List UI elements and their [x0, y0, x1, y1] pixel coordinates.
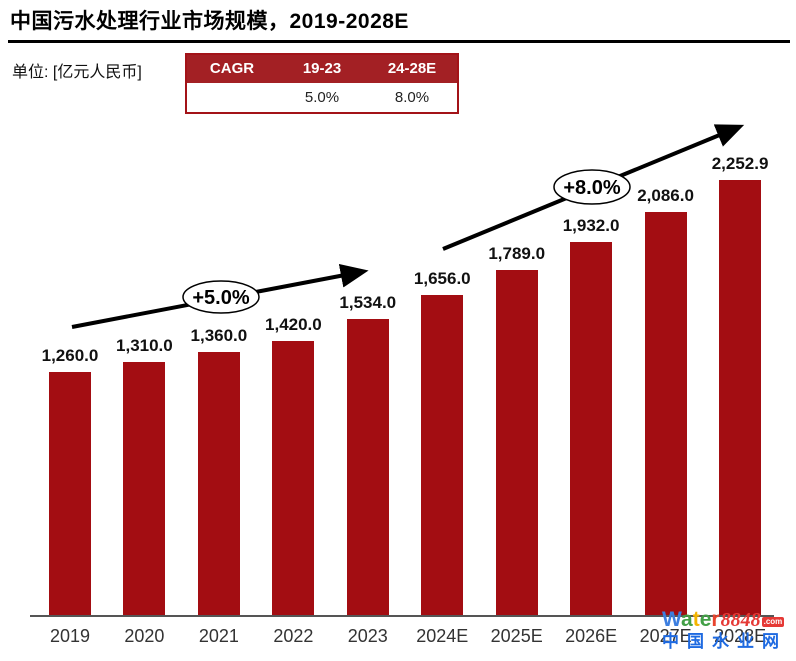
- cagr-value-cell: [187, 83, 277, 112]
- growth-badge-label-1: +5.0%: [192, 287, 249, 309]
- watermark-letter: r: [711, 608, 720, 631]
- bar-value-label: 1,534.0: [339, 293, 397, 312]
- growth-badge-label-2: +8.0%: [563, 177, 620, 199]
- watermark-brand-number: 8848: [720, 609, 761, 631]
- bar-value-label: 1,789.0: [488, 244, 546, 263]
- x-axis-line: [30, 615, 774, 617]
- bar-value-label: 2,086.0: [637, 186, 694, 205]
- bar-value-label: 1,932.0: [562, 216, 620, 235]
- bar-value-label: 2,252.9: [711, 154, 769, 173]
- x-tick-label: 2025E: [490, 626, 543, 646]
- watermark-letter: e: [699, 608, 712, 631]
- cagr-table: CAGR 19-23 24-28E 5.0% 8.0%: [185, 53, 459, 114]
- page-title: 中国污水处理行业市场规模，2019-2028E: [10, 10, 409, 33]
- x-tick-label: 2020: [124, 626, 165, 646]
- bar-2025E: [495, 270, 538, 615]
- cagr-header-cell: 19-23: [277, 55, 367, 83]
- cagr-value-cell: 5.0%: [277, 83, 367, 112]
- bar-2023: [346, 319, 389, 615]
- unit-label: 单位: [亿元人民币]: [12, 64, 142, 81]
- bar-value-label: 1,656.0: [413, 269, 471, 288]
- x-tick-label: 2021: [198, 626, 239, 646]
- watermark-site-name: 中国水业网: [662, 632, 787, 651]
- x-tick-label: 2024E: [416, 626, 469, 646]
- bar-2020: [123, 362, 166, 615]
- watermark-brand-letters: Water: [662, 609, 720, 630]
- bar-2027E: [644, 212, 687, 615]
- cagr-table-value-row: 5.0% 8.0%: [187, 83, 457, 112]
- watermark: Water 8848 .com 中国水业网: [662, 609, 787, 650]
- x-tick-label: 2023: [347, 626, 388, 646]
- bar-2028E: [719, 180, 762, 615]
- bar-value-label: 1,360.0: [190, 326, 248, 345]
- x-tick-label: 2019: [49, 626, 91, 646]
- watermark-letter: W: [662, 608, 682, 631]
- growth-badge-ellipse-1: [182, 280, 260, 314]
- bar-value-label: 1,260.0: [41, 346, 99, 365]
- x-tick-label: 2028E: [714, 626, 767, 646]
- watermark-brand: Water 8848 .com: [662, 609, 787, 630]
- bar-value-label: 1,310.0: [116, 336, 173, 355]
- cagr-table-header-row: CAGR 19-23 24-28E: [187, 55, 457, 83]
- bar-value-label: 1,420.0: [265, 315, 322, 334]
- bar-2024E: [421, 295, 464, 615]
- x-tick-label: 2027E: [639, 626, 692, 646]
- x-tick-label: 2026E: [565, 626, 618, 646]
- bar-2021: [197, 352, 240, 615]
- watermark-letter: a: [681, 608, 693, 631]
- bar-2019: [49, 372, 91, 615]
- watermark-brand-tld: .com: [761, 617, 785, 627]
- watermark-letter: t: [692, 608, 700, 631]
- bar-2026E: [570, 242, 613, 615]
- title-underline: [8, 40, 790, 43]
- cagr-header-cell: 24-28E: [367, 55, 457, 83]
- cagr-value-cell: 8.0%: [367, 83, 457, 112]
- bar-2022: [272, 341, 315, 615]
- x-tick-label: 2022: [273, 626, 314, 646]
- cagr-header-cell: CAGR: [187, 55, 277, 83]
